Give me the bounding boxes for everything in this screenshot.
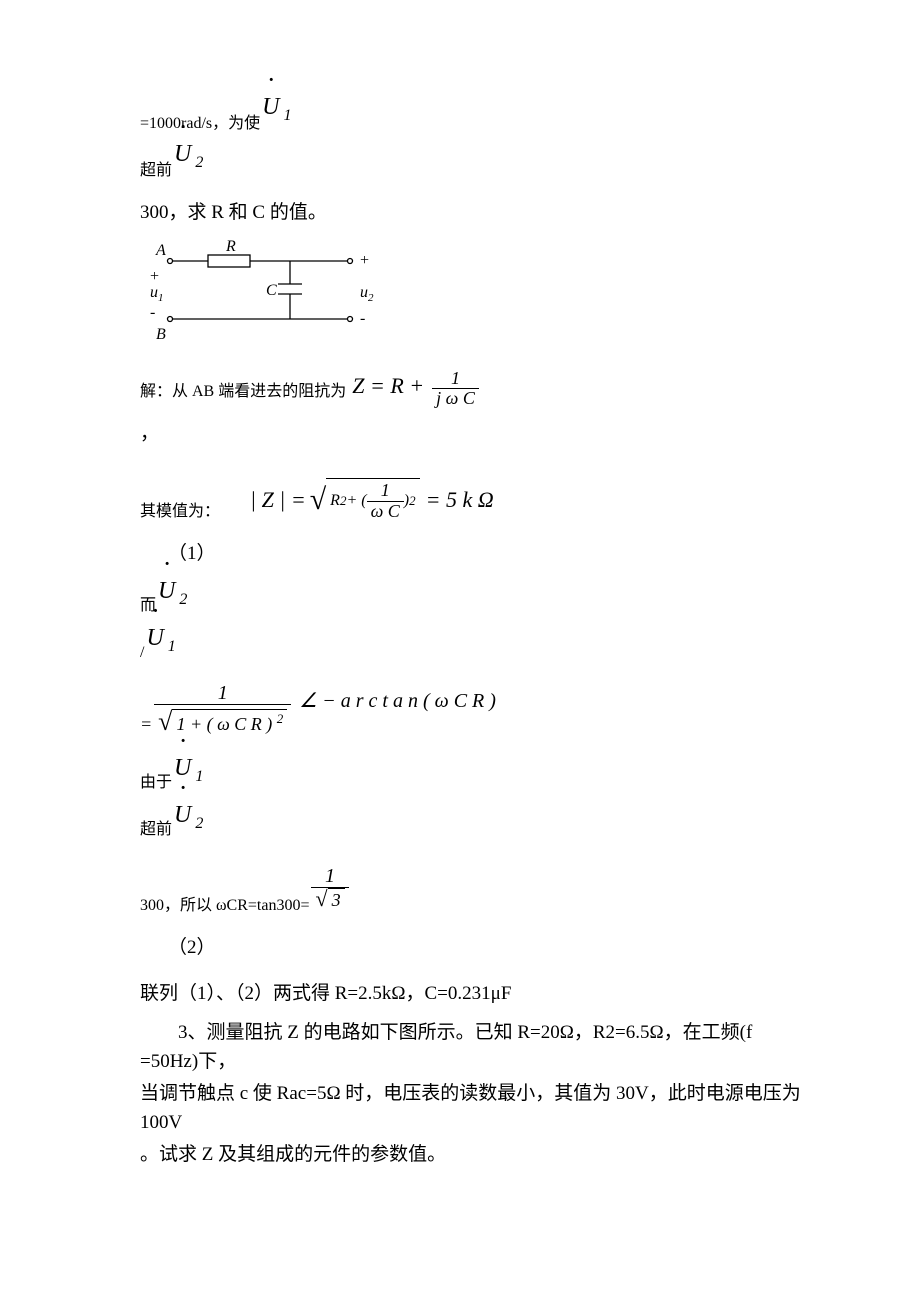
paren-1: （1） — [168, 541, 810, 568]
eq2-sup2: 2 — [409, 493, 416, 509]
eq2-plus: + ( — [346, 492, 366, 510]
paren-2: （2） — [168, 935, 810, 962]
eq3-num: 1 — [214, 682, 232, 704]
line-2: 超前 U 2 — [140, 153, 810, 180]
eq2-lhs: | Z | = — [250, 487, 306, 513]
radical-icon-2: √ — [158, 713, 172, 731]
eq3-den-sup: 2 — [277, 711, 284, 726]
eq4-num: 1 — [321, 865, 339, 887]
text-l5a: 其模值为： — [140, 497, 220, 521]
sub-1b: 1 — [168, 638, 176, 655]
phasor-u1b: U — [146, 625, 163, 652]
circuit-minus-right: - — [360, 310, 365, 327]
line-lead-u2: 超前 U 2 — [140, 812, 810, 839]
line-solution-impedance: 解：从 AB 端看进去的阻抗为 Z = R + 1 j ω C — [140, 369, 810, 410]
circuit-diagram: A R C + u1 - B + u2 - — [140, 239, 810, 349]
text-l4a: 解：从 AB 端看进去的阻抗为 — [140, 377, 346, 401]
eq2-frac-num: 1 — [377, 481, 394, 501]
line-3: 300，求 R 和 C 的值。 — [140, 200, 810, 227]
eq1-lhs: Z = R + — [352, 373, 424, 398]
phasor-u2c: U — [174, 802, 191, 829]
problem-3-l1: 3、测量阻抗 Z 的电路如下图所示。已知 R=20Ω，R2=6.5Ω，在工频(f… — [140, 1018, 810, 1077]
eq2-rhs: = 5 k Ω — [426, 487, 494, 513]
line-u1-ref: / U 1 — [140, 635, 810, 662]
line-tan: 300，所以 ωCR=tan300= 1 √ 3 — [140, 869, 810, 915]
eq3-angle: ∠ − a r c t a n ( ω C R ) — [299, 688, 496, 713]
eq1-num: 1 — [447, 369, 464, 389]
sub-2b: 2 — [179, 591, 187, 608]
line-transfer: = 1 √ 1 + ( ω C R ) 2 ∠ − a r c t a n ( … — [140, 682, 810, 735]
line-since-u1: 由于 U 1 — [140, 765, 810, 792]
comma-line: ， — [140, 421, 810, 448]
line-u2-ref: 而 U 2 — [140, 588, 810, 615]
circuit-u2: u2 — [360, 284, 374, 304]
circuit-label-C: C — [266, 282, 277, 299]
text-l8a: 由于 — [140, 768, 172, 792]
circuit-label-A: A — [155, 242, 166, 259]
radical-icon: √ — [310, 489, 326, 510]
phasor-u2: U — [174, 141, 191, 168]
line-modulus: 其模值为： | Z | = √ R 2 + ( 1 ω C ) 2 — [140, 478, 810, 522]
line-1: =1000rad/s，为使 U 1 — [140, 106, 810, 133]
circuit-label-B: B — [156, 326, 166, 343]
eq2-frac-den: ω C — [367, 502, 404, 522]
page-content: =1000rad/s，为使 U 1 超前 U 2 300，求 R 和 C 的值。 — [140, 106, 810, 1169]
sub-2: 2 — [195, 154, 203, 171]
phasor-u1: U — [262, 94, 279, 121]
circuit-label-R: R — [225, 239, 236, 255]
text-l1a: =1000rad/s，为使 — [140, 109, 260, 133]
circuit-u1: u1 — [150, 284, 164, 304]
phasor-u2b: U — [158, 578, 175, 605]
sub-2c: 2 — [195, 815, 203, 832]
line-result: 联列（1）、（2）两式得 R=2.5kΩ，C=0.231μF — [140, 981, 810, 1008]
radical-icon-3: √ — [315, 891, 327, 906]
circuit-minus-left: - — [150, 304, 155, 321]
eq2-r: R — [330, 492, 340, 510]
eq3-prefix: = — [140, 714, 152, 735]
sub-1: 1 — [283, 107, 291, 124]
eq1-den: j ω C — [432, 389, 479, 409]
sub-1c: 1 — [195, 768, 203, 785]
text-l10a: 300，所以 ωCR=tan300= — [140, 891, 309, 915]
eq4-den: 3 — [328, 888, 345, 911]
text-l7a: / — [140, 644, 144, 662]
text-l9a: 超前 — [140, 815, 172, 839]
circuit-plus-right: + — [360, 252, 369, 269]
problem-3-l3: 。试求 Z 及其组成的元件的参数值。 — [140, 1140, 810, 1169]
problem-3-l2: 当调节触点 c 使 Rac=5Ω 时，电压表的读数最小，其值为 30V，此时电源… — [140, 1079, 810, 1138]
text-l2a: 超前 — [140, 156, 172, 180]
eq3-den-inner: 1 + ( ω C R ) — [176, 714, 272, 734]
circuit-plus-left: + — [150, 268, 159, 285]
